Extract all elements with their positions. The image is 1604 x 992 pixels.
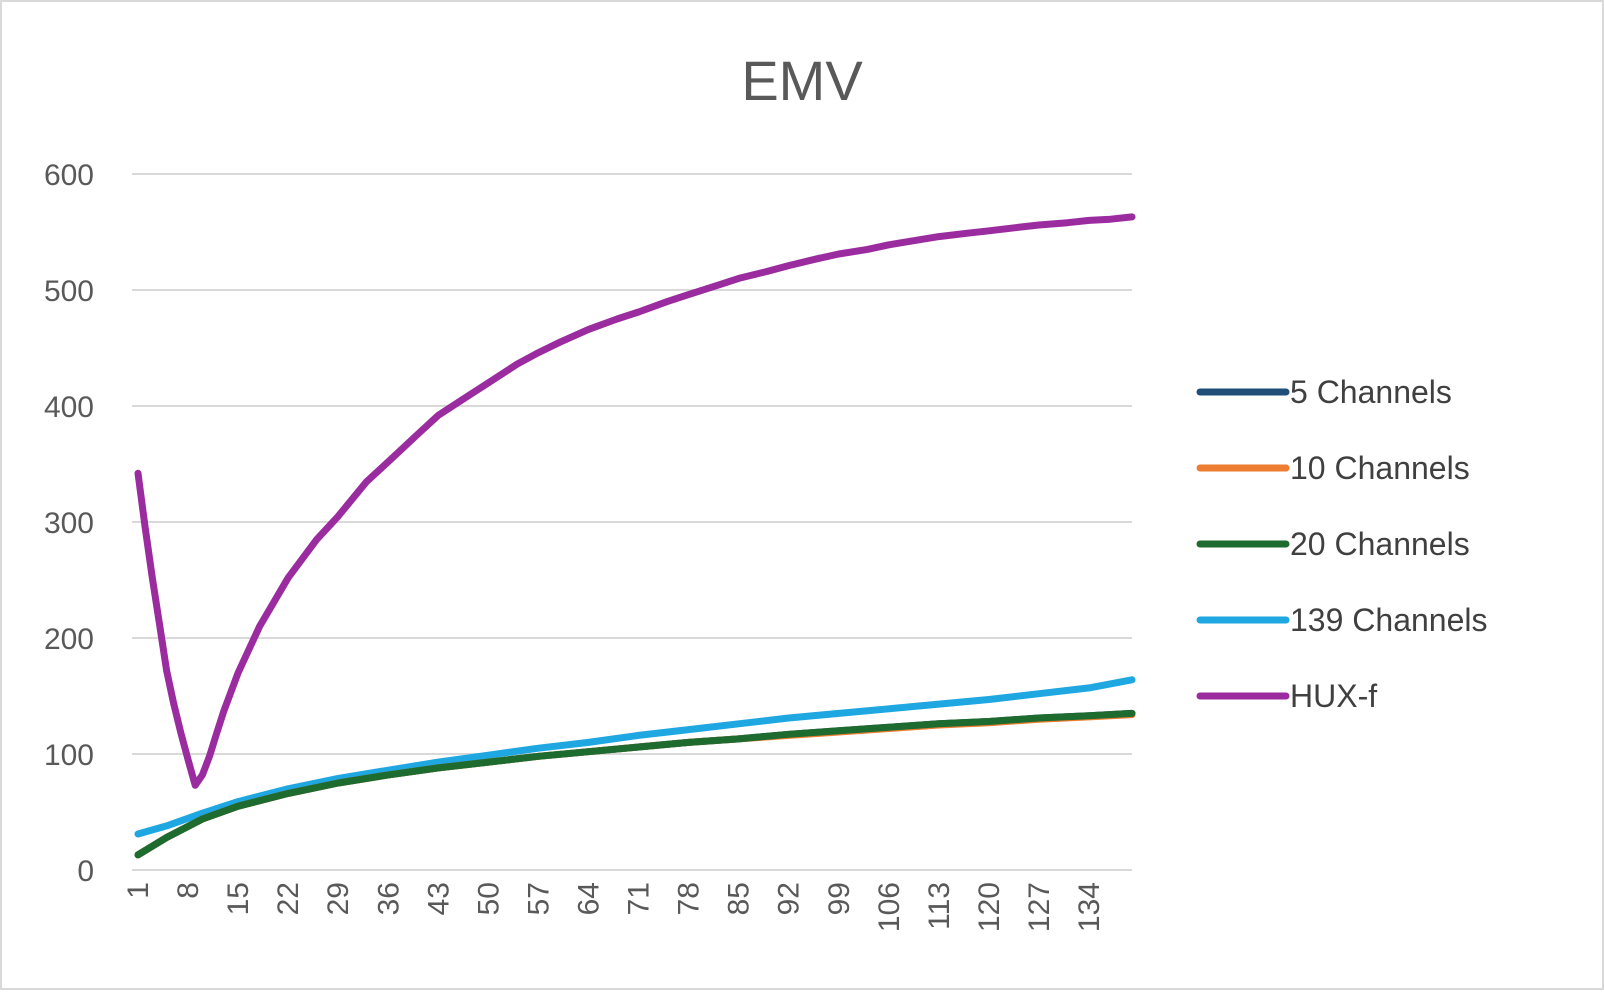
legend-label: 5 Channels: [1290, 374, 1452, 410]
y-tick-label: 500: [44, 275, 94, 308]
x-tick-label: 106: [873, 882, 906, 932]
series-line-20-channels: [134, 709, 1136, 859]
x-tick-label: 1: [122, 882, 155, 899]
y-tick-label: 600: [44, 159, 94, 192]
y-tick-label: 0: [77, 855, 94, 888]
x-tick-label: 99: [823, 882, 856, 915]
series-line-139-channels: [134, 676, 1136, 838]
gridlines: [132, 173, 1132, 871]
series-lines: [134, 213, 1136, 859]
x-tick-label: 127: [1023, 882, 1056, 932]
y-tick-label: 300: [44, 507, 94, 540]
legend-label: 10 Channels: [1290, 450, 1470, 486]
x-tick-label: 15: [222, 882, 255, 915]
y-tick-label: 200: [44, 623, 94, 656]
x-axis-tick-labels: 1 8 15 22 29 36 43 50 57 64 71 78 85 92 99 106 113 120 127…: [122, 882, 1106, 932]
y-axis-tick-labels: 0 100 200 300 400 500 600: [44, 159, 94, 888]
x-tick-label: 71: [623, 882, 656, 915]
x-tick-label: 29: [322, 882, 355, 915]
x-tick-label: 78: [673, 882, 706, 915]
x-tick-label: 57: [522, 882, 555, 915]
x-tick-label: 120: [973, 882, 1006, 932]
chart-title: EMV: [741, 49, 863, 112]
x-tick-label: 36: [372, 882, 405, 915]
legend: 5 Channels 10 Channels 20 Channels 139 Chan…: [1196, 374, 1487, 714]
x-tick-label: 43: [422, 882, 455, 915]
x-tick-label: 134: [1073, 882, 1106, 932]
series-line-hux-f: [134, 213, 1136, 789]
y-tick-label: 100: [44, 739, 94, 772]
legend-label: HUX-f: [1290, 678, 1377, 714]
x-tick-label: 64: [573, 882, 606, 915]
y-tick-label: 400: [44, 391, 94, 424]
legend-label: 20 Channels: [1290, 526, 1470, 562]
legend-label: 139 Channels: [1290, 602, 1487, 638]
x-tick-label: 22: [272, 882, 305, 915]
x-tick-label: 8: [172, 882, 205, 899]
x-tick-label: 113: [923, 882, 956, 930]
x-tick-label: 50: [472, 882, 505, 915]
x-tick-label: 85: [723, 882, 756, 915]
x-tick-label: 92: [773, 882, 806, 915]
